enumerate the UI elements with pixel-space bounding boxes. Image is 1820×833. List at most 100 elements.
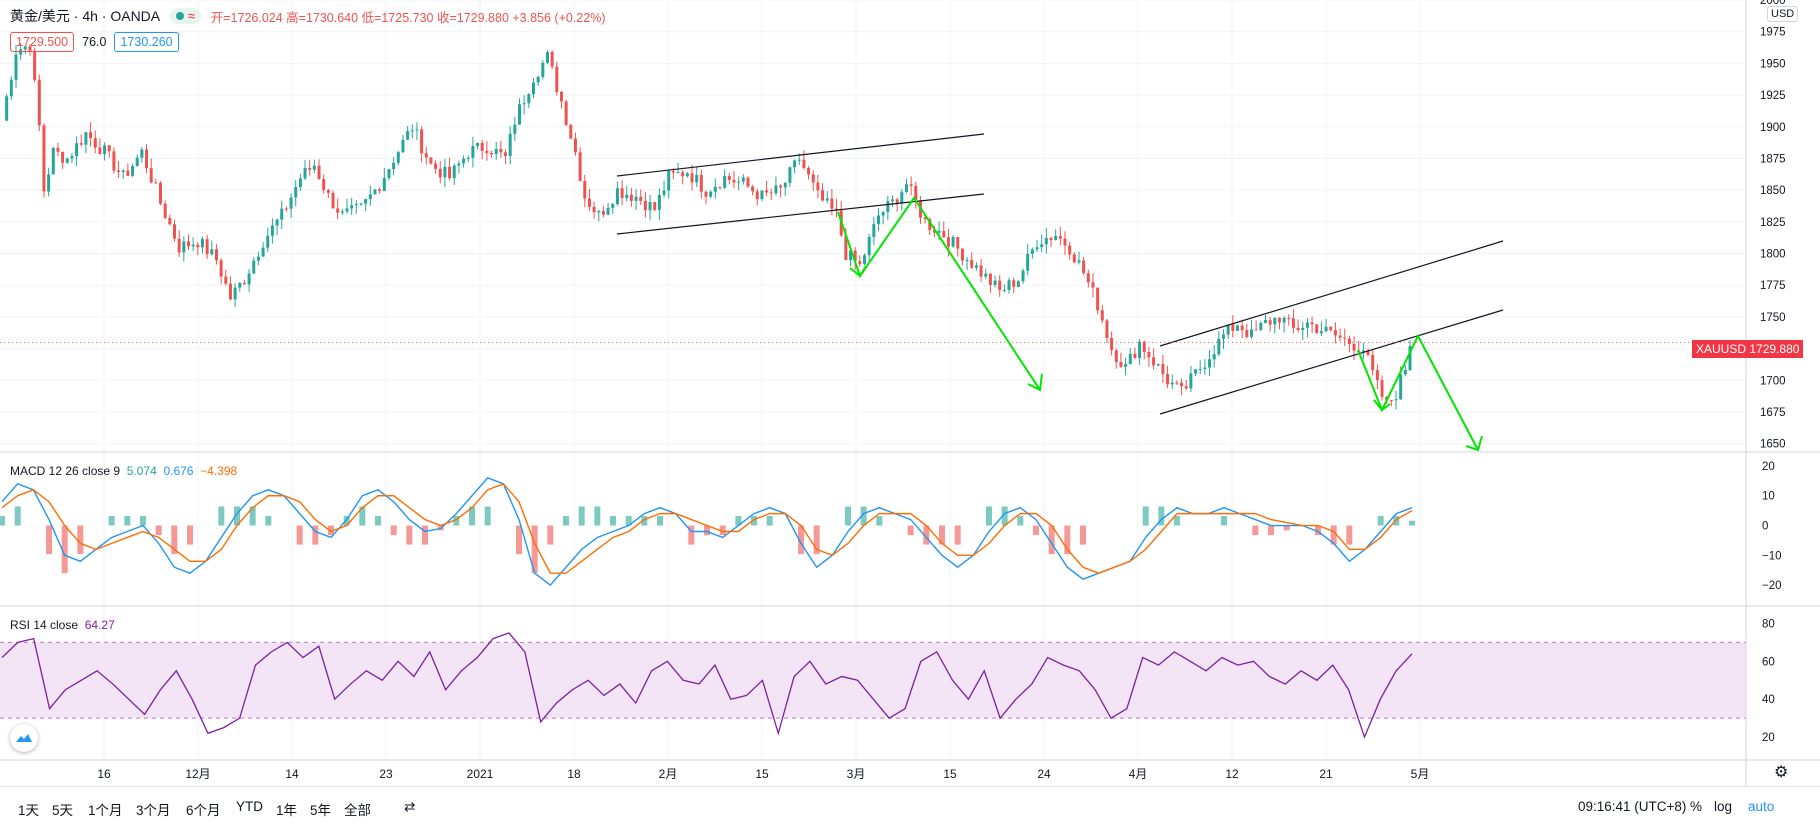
price-tick-label: 1850 bbox=[1760, 185, 1786, 197]
macd-histogram-bar bbox=[704, 525, 710, 536]
candle-body bbox=[200, 239, 204, 248]
candle-body bbox=[704, 191, 708, 197]
candle-body bbox=[984, 273, 988, 277]
candle-body bbox=[485, 150, 489, 154]
range-button[interactable]: 1天 bbox=[18, 803, 40, 818]
range-button[interactable]: 5年 bbox=[310, 803, 332, 818]
candle-body bbox=[382, 178, 386, 192]
macd-histogram-bar bbox=[594, 506, 601, 526]
candle-body bbox=[270, 225, 274, 236]
time-tick-label: 15 bbox=[943, 767, 957, 781]
candle-body bbox=[932, 230, 936, 233]
candle-body bbox=[457, 163, 461, 166]
candle-body bbox=[583, 180, 587, 199]
range-button[interactable]: 1个月 bbox=[88, 803, 123, 818]
settings-gear-icon[interactable]: ⚙ bbox=[1774, 764, 1789, 781]
percent-toggle[interactable]: % bbox=[1690, 799, 1703, 814]
candle-body bbox=[1128, 353, 1132, 365]
macd-histogram-bar bbox=[140, 516, 146, 526]
candle-body bbox=[993, 280, 997, 286]
candle-body bbox=[755, 191, 759, 200]
candle-body bbox=[159, 182, 163, 204]
range-button[interactable]: 全部 bbox=[344, 803, 371, 818]
candle-body bbox=[760, 190, 764, 200]
last-price-tag: XAUUSD 1729.880 bbox=[1692, 340, 1804, 358]
candle-body bbox=[1296, 327, 1300, 330]
candle-body bbox=[1366, 350, 1370, 355]
candle-body bbox=[653, 202, 657, 210]
candle-body bbox=[802, 159, 806, 168]
candle-body bbox=[564, 101, 568, 126]
candle-body bbox=[904, 184, 908, 193]
log-toggle[interactable]: log bbox=[1714, 799, 1733, 814]
forecast-arrows[interactable] bbox=[837, 196, 1483, 452]
candle-body bbox=[541, 62, 545, 78]
candle-body bbox=[182, 241, 186, 253]
bid-button[interactable]: 1729.500 bbox=[10, 32, 75, 52]
candle-body bbox=[103, 145, 107, 155]
candle-body bbox=[1208, 359, 1212, 368]
symbol-title[interactable]: 黄金/美元 · 4h · OANDA bbox=[10, 8, 161, 24]
candle-body bbox=[1394, 399, 1398, 401]
candle-body bbox=[112, 151, 116, 171]
range-button[interactable]: 3个月 bbox=[136, 803, 171, 818]
candle-body bbox=[1329, 326, 1333, 331]
macd-histogram-bar bbox=[484, 506, 491, 526]
candle-body bbox=[452, 165, 456, 179]
candle-body bbox=[970, 259, 974, 268]
candle-body bbox=[1408, 346, 1412, 370]
candle-body bbox=[620, 188, 624, 199]
price-tick-label: 1750 bbox=[1760, 312, 1786, 324]
candle-body bbox=[1361, 350, 1365, 352]
clock-time[interactable]: 09:16:41 (UTC+8) bbox=[1578, 799, 1687, 814]
candle-body bbox=[774, 185, 778, 194]
price-tick-label: 1650 bbox=[1760, 439, 1786, 451]
rsi-legend[interactable]: RSI 14 close 64.27 bbox=[10, 618, 115, 632]
candle-body bbox=[1096, 287, 1100, 311]
ask-button[interactable]: 1730.260 bbox=[114, 32, 179, 52]
rsi-tick-label: 60 bbox=[1762, 656, 1775, 668]
candle-body bbox=[737, 181, 741, 183]
candle-body bbox=[1026, 253, 1030, 271]
price-tick-label: 1800 bbox=[1760, 249, 1786, 261]
macd-histogram-bar bbox=[422, 525, 428, 545]
macd-histogram-bar bbox=[954, 525, 961, 545]
candle-body bbox=[648, 202, 652, 211]
candle-body bbox=[578, 152, 582, 181]
candle-body bbox=[895, 199, 899, 204]
macd-legend[interactable]: MACD 12 26 close 9 5.074 0.676 −4.398 bbox=[10, 464, 237, 478]
range-button[interactable]: 5天 bbox=[52, 803, 74, 818]
time-tick-label: 18 bbox=[567, 767, 581, 781]
macd-histogram-bar bbox=[688, 525, 695, 545]
candle-body bbox=[1166, 374, 1170, 385]
auto-toggle[interactable]: auto bbox=[1748, 799, 1775, 814]
ohlc-values: 开=1726.024 高=1730.640 低=1725.730 收=1729.… bbox=[210, 10, 606, 25]
macd-histogram-bar bbox=[265, 516, 272, 526]
candle-body bbox=[545, 52, 549, 63]
currency-tag[interactable]: USD bbox=[1767, 6, 1799, 22]
candle-body bbox=[713, 186, 717, 192]
candle-body bbox=[1124, 364, 1128, 367]
tradingview-logo-icon[interactable] bbox=[10, 724, 38, 752]
candle-body bbox=[387, 169, 391, 179]
candle-body bbox=[1198, 368, 1202, 370]
trend-channel-lines[interactable] bbox=[616, 133, 1504, 415]
candle-body bbox=[75, 143, 79, 157]
macd-histogram-bar bbox=[907, 525, 914, 536]
range-button[interactable]: 6个月 bbox=[186, 803, 221, 818]
range-button[interactable]: 1年 bbox=[276, 803, 298, 818]
candle-body bbox=[1371, 354, 1375, 371]
range-button[interactable]: YTD bbox=[236, 799, 263, 814]
date-range-icon[interactable]: ⇄ bbox=[404, 799, 416, 814]
market-status-pill[interactable]: ≈ bbox=[170, 8, 201, 24]
candle-body bbox=[1142, 341, 1146, 352]
candle-body bbox=[61, 151, 65, 163]
price-tick-label: 1975 bbox=[1760, 27, 1786, 39]
candle-body bbox=[877, 215, 881, 224]
macd-histogram-bar bbox=[563, 516, 569, 526]
rsi-tick-label: 40 bbox=[1762, 694, 1775, 706]
candle-body bbox=[228, 283, 232, 300]
candle-body bbox=[1086, 273, 1090, 283]
arrow-head bbox=[1027, 373, 1043, 392]
